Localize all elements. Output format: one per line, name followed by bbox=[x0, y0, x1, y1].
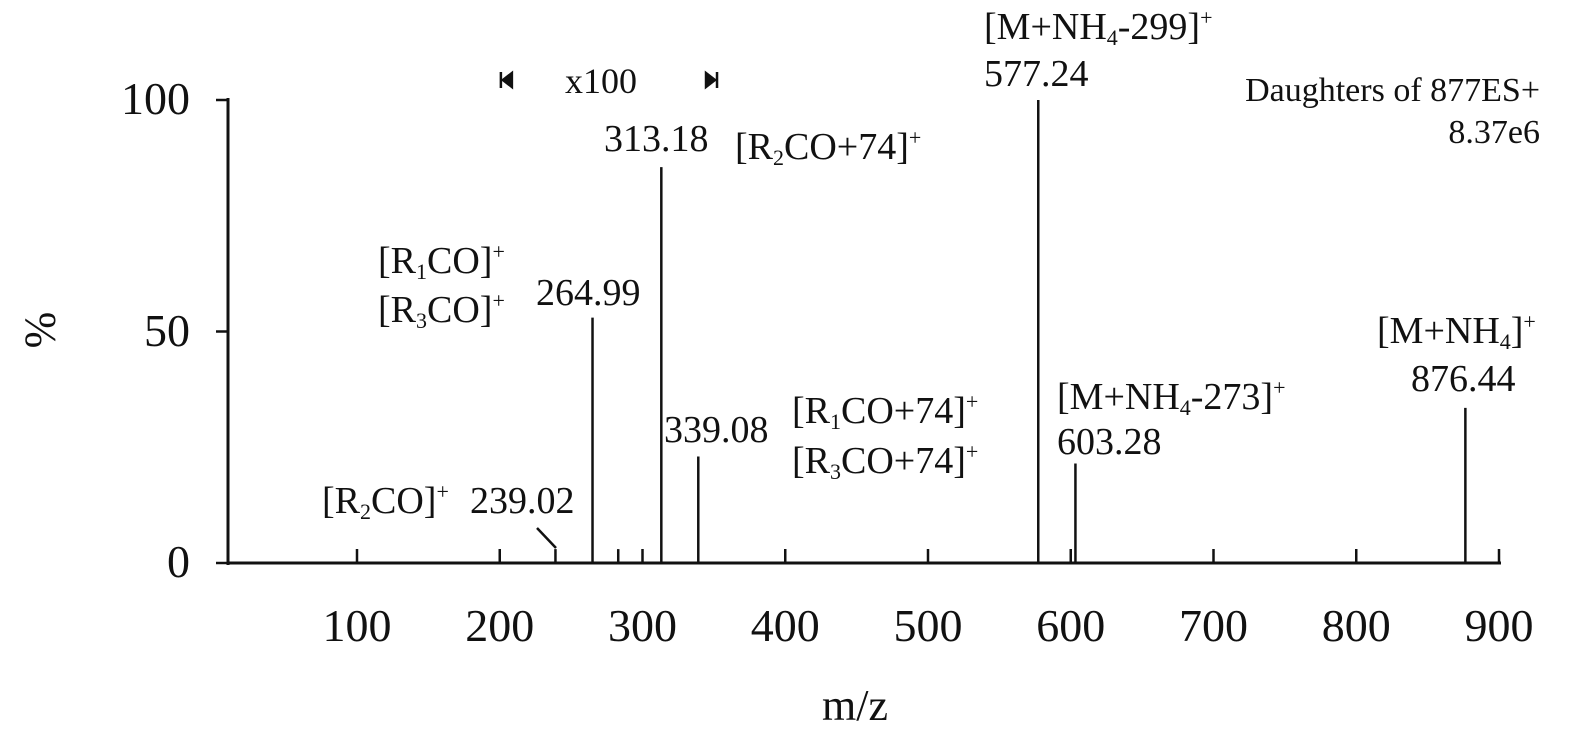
annotation-post: -299] bbox=[1117, 6, 1201, 48]
annotation-sub: 2 bbox=[773, 145, 784, 170]
annotation-post: CO+74] bbox=[841, 440, 966, 482]
peak-label-876: 876.44 bbox=[1411, 358, 1516, 400]
annotation-r2co: [R2CO]+ bbox=[322, 479, 449, 523]
header-line1: Daughters of 877ES+ bbox=[1245, 72, 1540, 109]
peak-label-577: 577.24 bbox=[984, 53, 1089, 95]
annotation-post: -273] bbox=[1190, 376, 1274, 418]
annotation-mnh4: [M+NH4]+ bbox=[1377, 309, 1536, 353]
annotation-sup: + bbox=[1523, 309, 1536, 334]
annotation-post: CO] bbox=[427, 240, 493, 282]
y-tick-label-0: 0 bbox=[167, 536, 190, 587]
annotation-sup: + bbox=[492, 288, 505, 313]
annotation-m273: [M+NH4-273]+ bbox=[1057, 375, 1286, 419]
annotation-r1co: [R1CO]+ bbox=[378, 239, 505, 283]
x-axis-label: m/z bbox=[822, 681, 888, 730]
annotation-sup: + bbox=[492, 239, 505, 264]
annotation-sub: 3 bbox=[830, 459, 841, 484]
annotation-sub: 4 bbox=[1179, 395, 1191, 420]
x-tick-label-600: 600 bbox=[1036, 600, 1106, 651]
annotation-r3co74: [R3CO+74]+ bbox=[792, 439, 979, 483]
annotation-sup: + bbox=[1273, 375, 1286, 400]
annotation-sub: 4 bbox=[1106, 25, 1118, 50]
annotation-pre: [R bbox=[792, 440, 830, 482]
annotation-post: CO+74] bbox=[841, 390, 966, 432]
annotation-pre: [M+NH bbox=[1377, 310, 1500, 352]
magnify-end-marker bbox=[704, 70, 719, 90]
annotation-sup: + bbox=[1200, 5, 1213, 30]
annotation-sup: + bbox=[965, 439, 979, 464]
annotation-pre: [R bbox=[378, 289, 416, 331]
peak-label-264: 264.99 bbox=[536, 272, 641, 314]
annotation-sub: 2 bbox=[360, 499, 371, 524]
x100-label: x100 bbox=[565, 61, 637, 101]
peak-label-603: 603.28 bbox=[1057, 421, 1162, 463]
x-tick-label-400: 400 bbox=[750, 600, 820, 651]
peak-label-313: 313.18 bbox=[604, 118, 709, 160]
y-tick-label-50: 50 bbox=[144, 304, 190, 356]
x-tick-label-700: 700 bbox=[1179, 600, 1248, 651]
x-tick-label-200: 200 bbox=[465, 600, 535, 651]
annotation-pre: [R bbox=[322, 480, 360, 522]
annotation-m299: [M+NH4-299]+ bbox=[984, 5, 1213, 49]
annotation-post: CO] bbox=[427, 289, 493, 331]
annotation-pre: [R bbox=[792, 390, 830, 432]
x-tick-label-100: 100 bbox=[322, 600, 392, 651]
x-tick-label-900: 900 bbox=[1464, 600, 1534, 651]
x-tick-label-300: 300 bbox=[608, 600, 677, 651]
annotation-sub: 1 bbox=[416, 259, 427, 284]
annotation-r3co: [R3CO]+ bbox=[378, 288, 505, 332]
annotation-post: CO] bbox=[371, 480, 437, 522]
annotation-r1co74: [R1CO+74]+ bbox=[792, 389, 979, 433]
annotation-sub: 3 bbox=[416, 308, 427, 333]
peak-label-339: 339.08 bbox=[664, 409, 769, 451]
annotation-sup: + bbox=[436, 479, 449, 504]
annotation-sub: 4 bbox=[1499, 329, 1511, 354]
x-tick-label-800: 800 bbox=[1321, 600, 1391, 651]
leader-line-239 bbox=[536, 527, 557, 549]
x-tick-label-500: 500 bbox=[893, 600, 963, 651]
annotation-sup: + bbox=[908, 125, 922, 150]
annotation-pre: [R bbox=[378, 240, 416, 282]
y-axis-label: % bbox=[15, 311, 65, 349]
annotation-post: ] bbox=[1510, 310, 1524, 352]
peak-label-239: 239.02 bbox=[470, 480, 575, 522]
header-line2: 8.37e6 bbox=[1448, 114, 1540, 151]
annotation-pre: [M+NH bbox=[1057, 376, 1180, 418]
annotation-r2co74: [R2CO+74]+ bbox=[735, 125, 922, 169]
annotation-pre: [M+NH bbox=[984, 6, 1107, 48]
y-tick-label-100: 100 bbox=[121, 73, 190, 124]
annotation-sup: + bbox=[965, 389, 979, 414]
annotation-post: CO+74] bbox=[784, 126, 909, 168]
magnify-start-marker bbox=[499, 70, 514, 90]
annotation-pre: [R bbox=[735, 126, 773, 168]
annotation-sub: 1 bbox=[830, 409, 841, 434]
